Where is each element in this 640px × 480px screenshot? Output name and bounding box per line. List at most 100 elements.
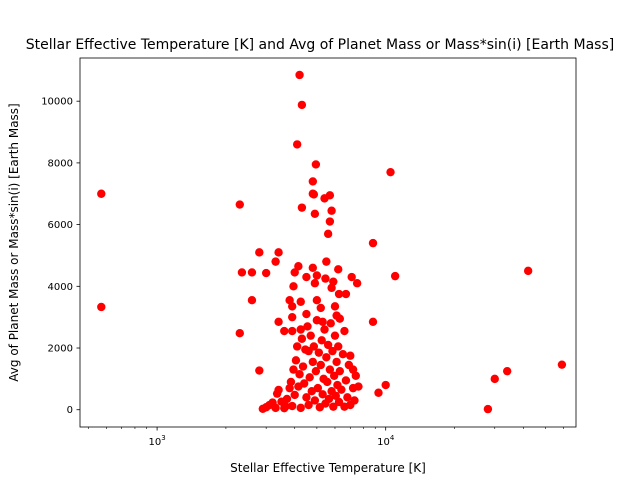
y-tick-label: 8000 (48, 158, 73, 169)
data-point (281, 402, 290, 411)
x-tick-label: 104 (377, 434, 395, 448)
data-point (271, 403, 280, 413)
data-point (341, 376, 351, 385)
data-point (337, 385, 346, 394)
data-point (557, 360, 567, 369)
data-point (350, 396, 359, 405)
data-point (255, 366, 264, 375)
data-point (289, 365, 298, 374)
data-point (309, 342, 319, 351)
data-point (301, 345, 310, 354)
data-point (302, 309, 311, 319)
data-point (325, 191, 335, 200)
data-point (296, 403, 305, 413)
data-point (288, 326, 297, 336)
y-axis: 0 2000 4000 6000 8000 10000 (41, 97, 80, 416)
data-point (292, 140, 302, 149)
data-point (329, 402, 338, 411)
data-point (322, 353, 331, 362)
data-point (330, 302, 340, 311)
data-point (280, 326, 289, 336)
data-point (302, 272, 311, 282)
data-point (291, 356, 301, 365)
data-point (318, 390, 327, 399)
data-point (310, 209, 320, 219)
data-point (288, 312, 297, 322)
data-point (352, 279, 362, 288)
data-point (483, 404, 493, 414)
data-point (330, 331, 340, 340)
data-point (502, 366, 512, 376)
data-point (296, 325, 305, 334)
data-point (311, 160, 321, 169)
data-point (274, 248, 283, 257)
data-point (321, 274, 330, 283)
data-point (261, 268, 271, 278)
data-point (303, 322, 312, 331)
data-point (97, 302, 106, 312)
data-point (290, 268, 299, 277)
data-point (317, 336, 326, 345)
data-point (316, 303, 325, 313)
data-point (331, 391, 340, 401)
data-point (346, 351, 355, 360)
data-point (324, 394, 334, 404)
data-point (314, 348, 324, 357)
data-point (312, 316, 322, 325)
data-point (308, 263, 318, 272)
data-point (237, 268, 247, 277)
data-point (329, 277, 338, 286)
data-point (306, 331, 315, 340)
data-point (247, 295, 257, 305)
data-point (297, 100, 307, 110)
data-point (295, 370, 304, 379)
data-point (334, 342, 343, 351)
data-point (347, 272, 356, 282)
data-point (309, 190, 319, 199)
data-point (368, 238, 378, 248)
data-point (271, 257, 280, 266)
data-point (312, 271, 322, 280)
data-point (374, 388, 383, 397)
data-point (343, 393, 352, 402)
data-point (316, 360, 325, 370)
data-point (381, 380, 390, 390)
data-point (298, 362, 308, 371)
data-point (326, 319, 335, 328)
data-point (322, 257, 331, 266)
data-point (523, 266, 533, 276)
data-point (294, 262, 303, 271)
data-point (328, 346, 337, 356)
y-tick-label: 6000 (48, 220, 73, 231)
data-point (325, 365, 335, 374)
data-point (329, 371, 339, 380)
data-point (313, 383, 323, 393)
data-point (335, 314, 345, 323)
data-point (274, 317, 283, 326)
data-point (282, 394, 292, 404)
data-point (341, 289, 351, 299)
data-point (311, 366, 321, 376)
data-point (97, 189, 106, 198)
chart-title: Stellar Effective Temperature [K] and Av… (26, 37, 614, 53)
data-point (290, 390, 299, 400)
data-point (274, 385, 283, 395)
data-point (490, 374, 499, 384)
data-point (289, 282, 298, 291)
data-point (302, 393, 311, 402)
data-point (344, 360, 354, 370)
data-point (308, 177, 318, 186)
y-axis-label: Avg of Planet Mass or Mass*sin(i) [Earth… (7, 103, 21, 381)
data-point (305, 373, 314, 382)
x-axis: 103 104 (87, 427, 564, 448)
data-point (320, 325, 329, 334)
data-point (351, 371, 360, 380)
data-point (296, 297, 305, 306)
data-point (310, 279, 320, 288)
data-point (235, 329, 244, 338)
plot-frame (79, 57, 577, 428)
data-point (340, 326, 349, 336)
data-point (299, 379, 309, 388)
data-point (247, 268, 257, 277)
